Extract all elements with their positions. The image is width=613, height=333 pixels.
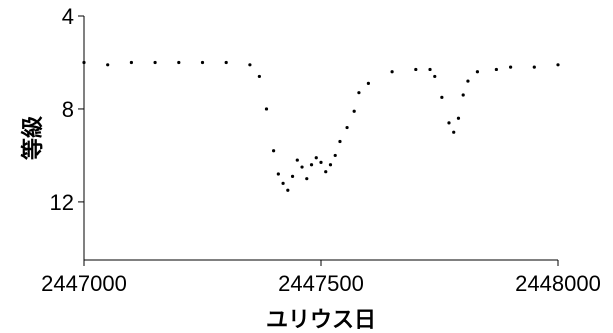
data-point	[177, 60, 181, 65]
data-point	[224, 60, 228, 65]
data-point	[352, 109, 356, 113]
y-tick-label: 4	[62, 4, 74, 29]
data-point	[366, 81, 370, 85]
data-point	[305, 177, 309, 181]
data-point	[494, 67, 498, 72]
data-point	[319, 160, 323, 164]
data-points	[82, 60, 560, 192]
data-point	[461, 93, 465, 97]
data-point	[452, 130, 456, 134]
data-point	[456, 116, 461, 120]
data-point	[556, 63, 560, 67]
x-axis-title: ユリウス日	[266, 308, 376, 333]
data-point	[295, 158, 299, 162]
x-tick-label: 2447500	[278, 271, 364, 296]
data-point	[509, 65, 513, 69]
y-axis-title: 等級	[20, 116, 46, 160]
x-tick-label: 2448000	[515, 271, 601, 296]
data-point	[328, 163, 333, 167]
data-point	[433, 74, 437, 79]
x-tick-label: 2447000	[41, 271, 127, 296]
ticks: 2447000 2447500 2448000 4 8 12	[41, 4, 601, 296]
data-point	[475, 70, 480, 74]
data-point	[276, 172, 280, 176]
data-point	[466, 79, 470, 83]
data-point	[129, 60, 133, 65]
data-point	[106, 63, 110, 67]
axes	[83, 16, 558, 261]
data-point	[390, 70, 394, 74]
data-point	[338, 139, 342, 144]
y-tick-label: 8	[62, 97, 74, 122]
data-point	[290, 174, 295, 178]
data-point	[414, 67, 418, 72]
data-point	[264, 107, 269, 111]
data-point	[281, 181, 285, 185]
data-point	[314, 156, 318, 160]
data-point	[333, 153, 337, 158]
data-point	[286, 188, 290, 192]
data-point	[153, 60, 157, 65]
data-point	[357, 91, 361, 95]
data-point	[200, 60, 205, 65]
data-point	[324, 170, 328, 174]
data-point	[257, 74, 261, 79]
data-point	[440, 95, 444, 99]
data-point	[300, 165, 304, 169]
data-point	[272, 149, 276, 153]
data-point	[309, 163, 314, 167]
data-point	[345, 125, 349, 130]
data-point	[248, 63, 252, 67]
y-tick-label: 12	[50, 190, 74, 215]
data-point	[428, 67, 432, 72]
data-point	[447, 121, 451, 125]
data-point	[532, 65, 536, 69]
